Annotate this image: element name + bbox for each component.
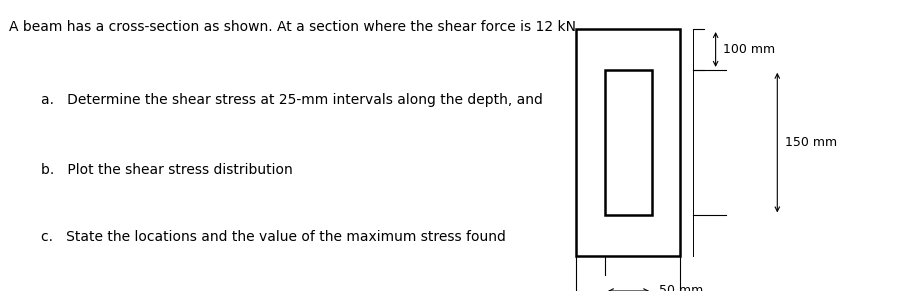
Text: 100 mm: 100 mm	[723, 43, 775, 56]
Text: a.   Determine the shear stress at 25-mm intervals along the depth, and: a. Determine the shear stress at 25-mm i…	[41, 93, 542, 107]
Text: 150 mm: 150 mm	[785, 136, 836, 149]
Bar	[605, 70, 652, 215]
Text: 50 mm: 50 mm	[659, 285, 704, 291]
Text: b.   Plot the shear stress distribution: b. Plot the shear stress distribution	[41, 163, 293, 177]
Text: A beam has a cross-section as shown. At a section where the shear force is 12 kN: A beam has a cross-section as shown. At …	[9, 20, 580, 34]
Bar	[576, 29, 680, 256]
Text: c.   State the locations and the value of the maximum stress found: c. State the locations and the value of …	[41, 230, 506, 244]
